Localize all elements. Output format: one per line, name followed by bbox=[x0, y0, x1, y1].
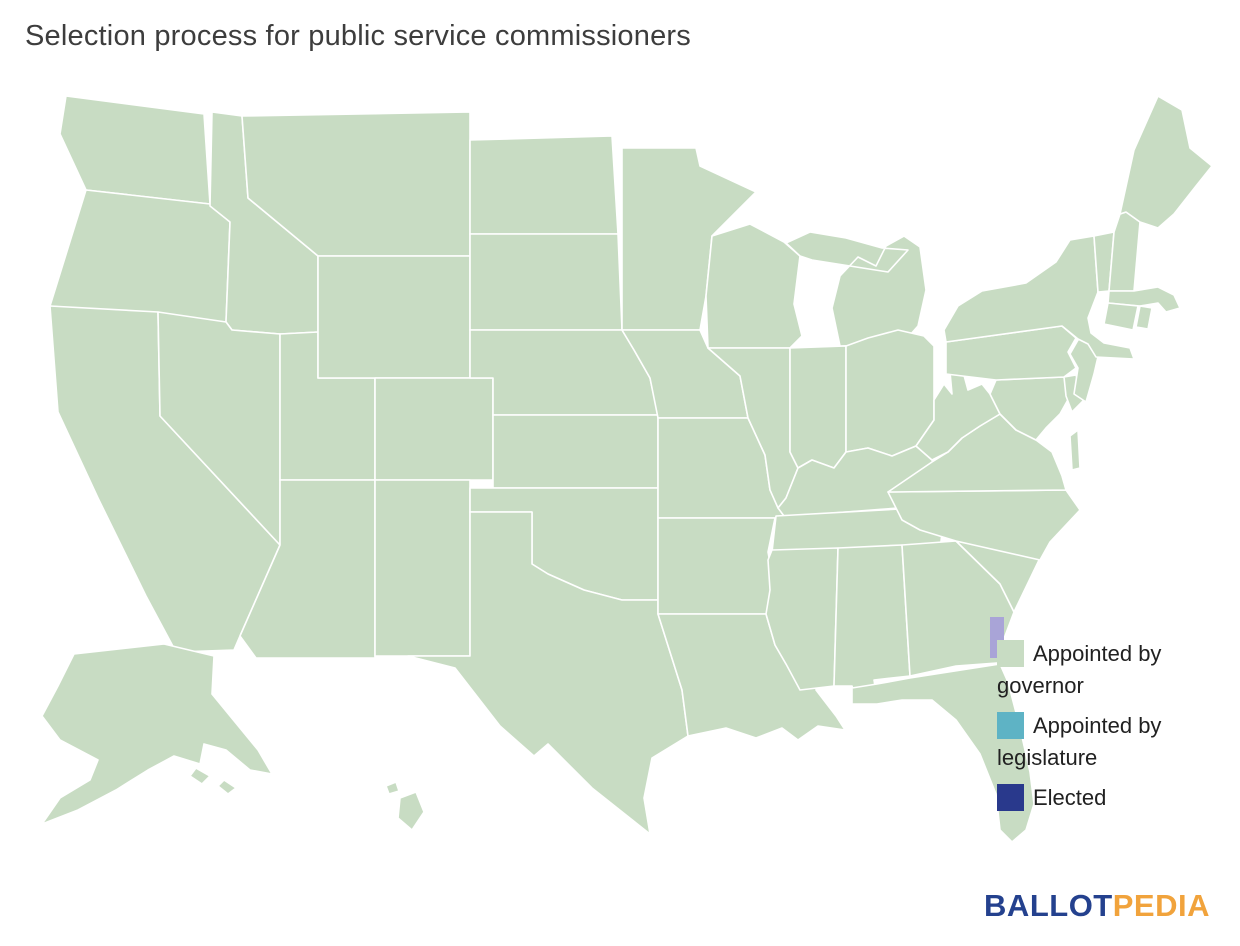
state-texas[interactable] bbox=[407, 511, 689, 835]
state-new-mexico[interactable] bbox=[374, 479, 471, 657]
state-north-carolina[interactable] bbox=[887, 489, 1081, 561]
logo-pedia: PEDIA bbox=[1112, 888, 1210, 923]
legend-label-legislature: Appointed by legislature bbox=[997, 713, 1162, 770]
state-colorado[interactable] bbox=[374, 377, 494, 481]
ballotpedia-logo: BALLOTPEDIA bbox=[984, 888, 1210, 924]
state-maine[interactable] bbox=[1119, 95, 1213, 229]
legend-label-governor: Appointed by governor bbox=[997, 641, 1162, 698]
state-north-dakota[interactable] bbox=[469, 135, 619, 235]
state-michigan[interactable] bbox=[785, 231, 927, 347]
state-west-virginia[interactable] bbox=[915, 367, 1001, 461]
legend-swatch-legislature bbox=[997, 712, 1024, 739]
state-indiana[interactable] bbox=[789, 345, 847, 469]
state-rhode-island[interactable] bbox=[1135, 305, 1153, 330]
state-new-hampshire[interactable] bbox=[1108, 211, 1141, 292]
legend-label-elected: Elected bbox=[1033, 785, 1107, 810]
legend-swatch-elected bbox=[997, 784, 1024, 811]
legend: Appointed by governor Appointed by legis… bbox=[997, 638, 1209, 822]
legend-item-legislature: Appointed by legislature bbox=[997, 710, 1209, 774]
legend-item-governor: Appointed by governor bbox=[997, 638, 1209, 702]
state-connecticut[interactable] bbox=[1103, 302, 1139, 331]
state-arkansas[interactable] bbox=[657, 517, 776, 615]
state-south-dakota[interactable] bbox=[469, 233, 623, 331]
logo-ballot: BALLOT bbox=[984, 888, 1113, 923]
state-hawaii[interactable] bbox=[385, 781, 425, 831]
state-new-york[interactable] bbox=[943, 235, 1135, 360]
state-wisconsin[interactable] bbox=[705, 223, 803, 349]
legend-swatch-governor bbox=[997, 640, 1024, 667]
state-kansas[interactable] bbox=[492, 414, 659, 489]
legend-item-elected: Elected bbox=[997, 782, 1209, 814]
state-alaska[interactable] bbox=[41, 643, 273, 825]
state-alabama[interactable] bbox=[833, 544, 911, 701]
state-washington[interactable] bbox=[59, 95, 211, 205]
state-wyoming[interactable] bbox=[317, 255, 471, 379]
state-oregon[interactable] bbox=[49, 189, 231, 323]
page-title: Selection process for public service com… bbox=[25, 20, 691, 52]
state-ohio[interactable] bbox=[845, 329, 935, 457]
